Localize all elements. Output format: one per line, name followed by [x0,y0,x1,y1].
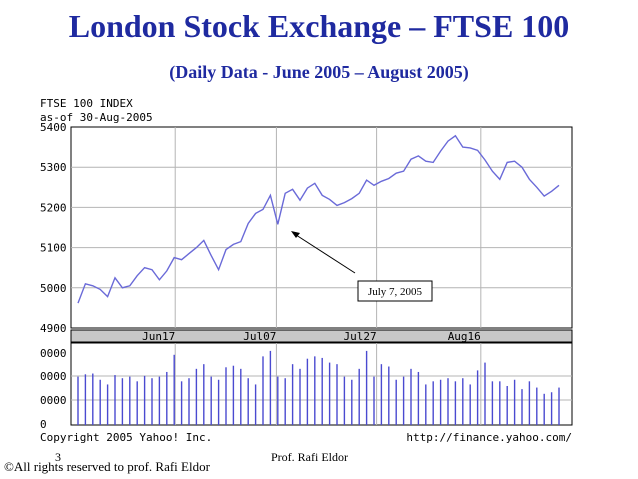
volume-y-tick-label: 0 [40,418,47,431]
volume-y-tick-label: 0000 [40,370,67,383]
volume-y-tick-label: 0000 [40,347,67,360]
price-y-tick-label: 4900 [40,322,67,335]
page-number: 3 [55,450,61,464]
chart-header-index: FTSE 100 INDEX [40,97,133,110]
annotation-box [357,280,433,302]
slide-title: London Stock Exchange – FTSE 100 [68,8,570,44]
annotation-arrow-line [292,232,356,274]
slide-subtitle: (Daily Data - June 2005 – August 2005) [169,62,469,82]
price-panel [70,126,573,329]
x-tick-label: Jul07 [243,330,276,343]
annotation-arrow-head [291,231,300,238]
price-line [77,134,560,304]
chart-header-asof: as-of 30-Aug-2005 [40,111,153,124]
copyright-note: ©All rights reserved to prof. Rafi Eldor [4,459,210,474]
price-y-ticks: 5400 5300 5200 5100 5000 4900 [40,121,67,335]
price-y-tick-label: 5300 [40,161,67,174]
volume-y-tick-label: 0000 [40,394,67,407]
price-grid [71,127,572,328]
x-tick-label: Aug16 [448,330,481,343]
x-axis-ticks: Jun17 Jul07 Jul27 Aug16 [142,330,481,343]
price-y-tick-label: 5400 [40,121,67,134]
price-y-tick-label: 5100 [40,242,67,255]
chart-copyright: Copyright 2005 Yahoo! Inc. [40,431,212,444]
annotation-label: July 7, 2005 [368,286,423,298]
chart-source-url[interactable]: http://finance.yahoo.com/ [406,431,572,444]
price-y-tick-label: 5200 [40,201,67,214]
x-tick-label: Jun17 [142,330,175,343]
x-tick-label: Jul27 [343,330,376,343]
x-axis-band [70,329,573,343]
volume-bars [77,350,560,425]
price-y-tick-label: 5000 [40,282,67,295]
author-name: Prof. Rafi Eldor [271,450,348,464]
